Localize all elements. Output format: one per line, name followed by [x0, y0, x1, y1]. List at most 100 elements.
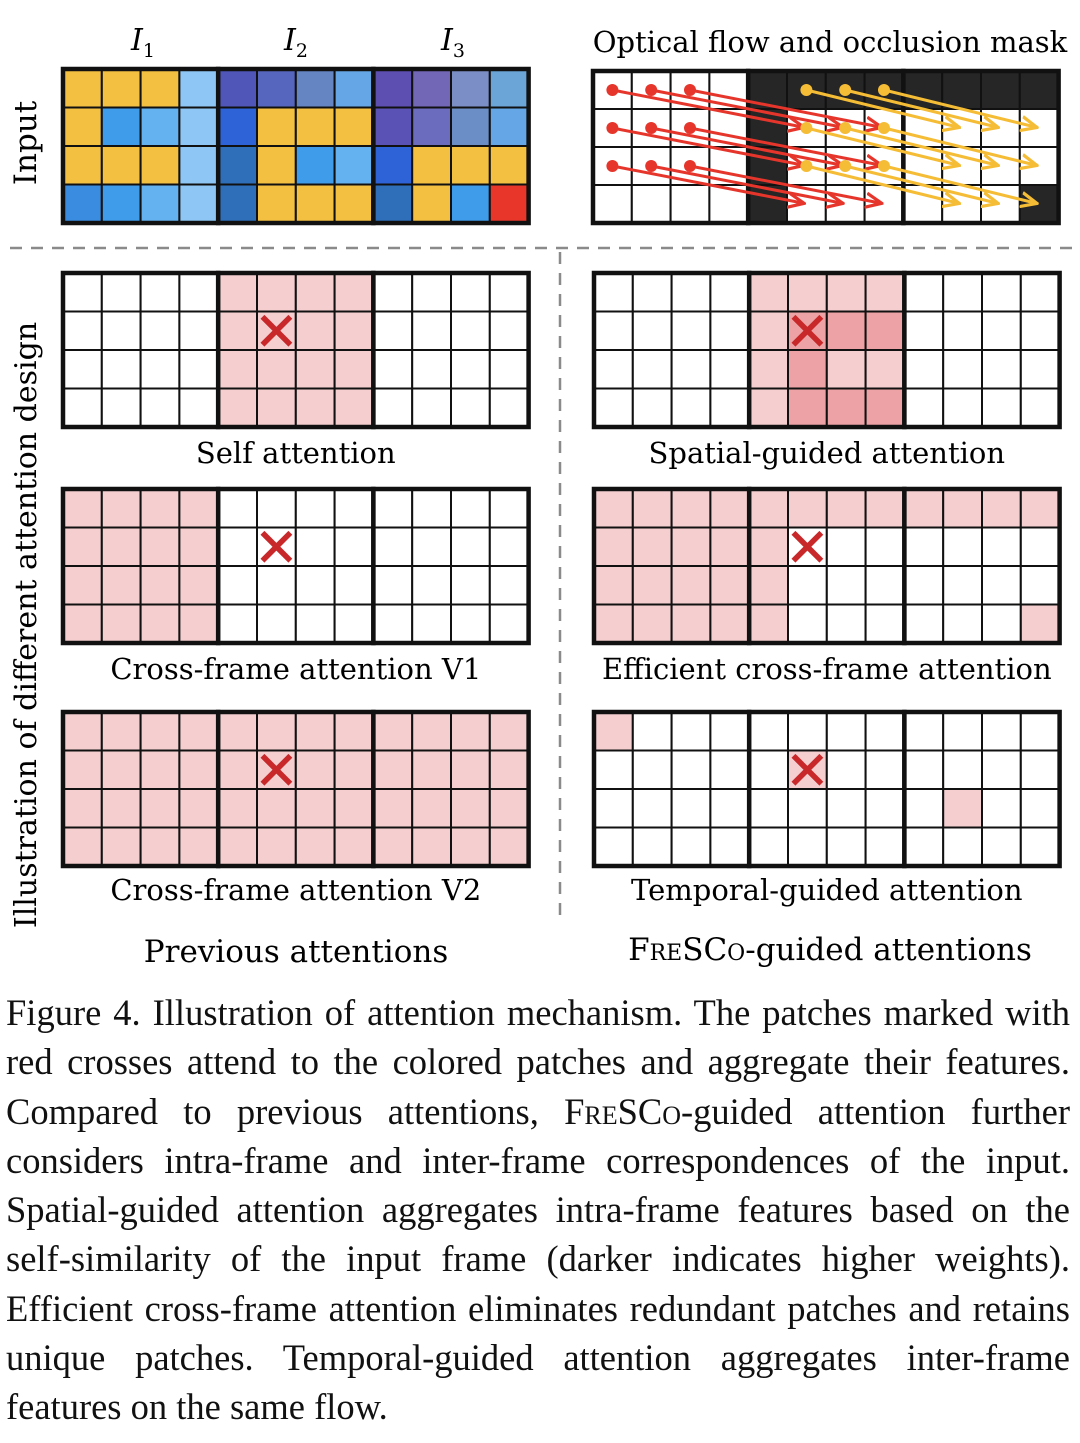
temporal-guided-attention-cell — [942, 788, 984, 829]
temporal-guided-attention-cell — [748, 711, 790, 752]
self-attention-cell — [450, 310, 491, 351]
spatial-guided-attention-cell — [670, 387, 712, 428]
cross-frame-attention-v1-cell — [294, 488, 336, 529]
spatial-guided-attention-cell — [748, 310, 790, 351]
self-attention-cell — [178, 387, 220, 428]
input-cell — [488, 145, 530, 186]
efficient-cross-frame-attention-cell — [631, 565, 673, 606]
efficient-cross-frame-attention-cell — [787, 603, 828, 644]
cross-frame-attention-v2-cell — [372, 788, 414, 829]
cross-frame-attention-v2-cell — [294, 826, 336, 867]
efficient-cross-frame-attention-cell — [864, 526, 906, 567]
left-column-title: Previous attentions — [144, 934, 448, 970]
cross-frame-attention-v2-cell — [217, 749, 258, 790]
input-cell — [294, 106, 336, 147]
spatial-guided-attention-cell — [709, 349, 751, 390]
figure-caption: Figure 4. Illustration of attention mech… — [6, 988, 1070, 1432]
cross-frame-attention-v2-cell — [100, 711, 142, 752]
spatial-guided-attention-cell — [709, 272, 751, 313]
temporal-guided-attention-cell — [1019, 788, 1061, 829]
flow-arrow — [689, 88, 880, 127]
cross-frame-attention-v1-cell — [178, 565, 220, 606]
efficient-cross-frame-attention-cell — [1019, 603, 1061, 644]
input-cell — [333, 145, 375, 186]
temporal-guided-attention-cell — [670, 749, 712, 790]
cross-frame-attention-v1-cell — [372, 565, 414, 606]
cross-frame-attention-v1-cell — [100, 565, 142, 606]
spatial-guided-attention-cell — [825, 310, 867, 351]
temporal-guided-attention-cell — [709, 711, 751, 752]
spatial-guided-attention-cell — [787, 349, 828, 390]
self-attention-cell — [372, 310, 414, 351]
spatial-guided-attention-cell — [942, 349, 984, 390]
cross-frame-attention-v2-cell — [450, 711, 491, 752]
self-attention-cell — [450, 272, 491, 313]
efficient-cross-frame-attention-cell — [593, 526, 634, 567]
temporal-guided-attention-cell — [825, 711, 867, 752]
self-attention-cell — [488, 310, 530, 351]
spatial-guided-attention-cell — [864, 272, 906, 313]
cross-frame-attention-v1-cell — [217, 603, 258, 644]
spatial-guided-attention-cell — [942, 310, 984, 351]
efficient-cross-frame-attention-cell — [670, 526, 712, 567]
flow-arrow-origin — [606, 122, 619, 134]
attention-panels: Self attention Spatial-guided attention Cr… — [60, 270, 1062, 907]
self-attention-cell — [450, 387, 491, 428]
efficient-cross-frame-attention-cell — [748, 526, 790, 567]
spatial-guided-attention-cell — [709, 387, 751, 428]
flow-title: Optical flow and occlusion mask — [593, 25, 1068, 59]
cross-frame-attention-v2-cell — [333, 826, 375, 867]
panel-efficient-cross-frame-attention: Efficient cross-frame attention — [591, 486, 1062, 686]
spatial-guided-attention-cell — [670, 310, 712, 351]
flow-arrow-origin — [645, 160, 658, 172]
efficient-cross-frame-attention-cell — [864, 603, 906, 644]
cross-frame-attention-v1-cell — [372, 526, 414, 567]
self-attention-cell — [178, 349, 220, 390]
efficient-cross-frame-attention-cell — [903, 488, 945, 529]
flow-arrow-origin — [645, 122, 658, 134]
temporal-guided-attention-cell — [903, 826, 945, 867]
efficient-cross-frame-attention-cell — [825, 603, 867, 644]
frame-label-3: I3 — [440, 23, 465, 62]
temporal-guided-attention-cell — [825, 788, 867, 829]
efficient-cross-frame-attention-cell — [709, 603, 751, 644]
cross-frame-attention-v2-cell — [62, 749, 103, 790]
self-attention-cell — [411, 387, 453, 428]
efficient-cross-frame-attention-cell — [748, 565, 790, 606]
cross-frame-attention-v2-cell — [488, 788, 530, 829]
spatial-guided-attention-cell — [1019, 387, 1061, 428]
self-attention-cell — [178, 310, 220, 351]
temporal-guided-attention-cell — [787, 826, 828, 867]
flow-arrow-origin — [839, 160, 852, 172]
cross-frame-attention-v2-cell — [217, 788, 258, 829]
cross-frame-attention-v1-cell — [411, 603, 453, 644]
cross-frame-attention-v1-cell — [333, 488, 375, 529]
flow-cell — [941, 70, 983, 110]
input-frames-grid — [60, 66, 531, 226]
self-attention-cell — [178, 272, 220, 313]
input-cell — [139, 106, 181, 147]
cross-frame-attention-v1-cell — [294, 526, 336, 567]
self-attention-cell — [100, 349, 142, 390]
cross-frame-attention-v1-cell — [217, 526, 258, 567]
cross-frame-attention-v2-cell — [488, 826, 530, 867]
caption-brand-2: SC — [617, 1090, 663, 1132]
input-cell — [333, 183, 375, 224]
temporal-guided-attention-frame-border — [902, 709, 1062, 869]
spatial-guided-attention-cell — [748, 272, 790, 313]
spatial-guided-attention-cell — [1019, 349, 1061, 390]
spatial-guided-attention-cell — [981, 387, 1022, 428]
input-row-label: Input — [8, 100, 44, 185]
self-attention-cell — [256, 349, 297, 390]
input-frame-border — [371, 66, 531, 226]
red-cross-icon — [791, 530, 824, 563]
temporal-guided-attention-cell — [825, 749, 867, 790]
input-cell — [488, 68, 530, 109]
cross-frame-attention-v1-cell — [139, 488, 181, 529]
flow-arrow-origin — [839, 84, 852, 96]
cross-frame-attention-v1-cell — [178, 488, 220, 529]
cross-frame-attention-v2-cell — [294, 749, 336, 790]
cross-frame-attention-v1-cell — [333, 565, 375, 606]
panel-self-attention: Self attention — [60, 270, 531, 470]
self-attention-cell — [294, 310, 336, 351]
